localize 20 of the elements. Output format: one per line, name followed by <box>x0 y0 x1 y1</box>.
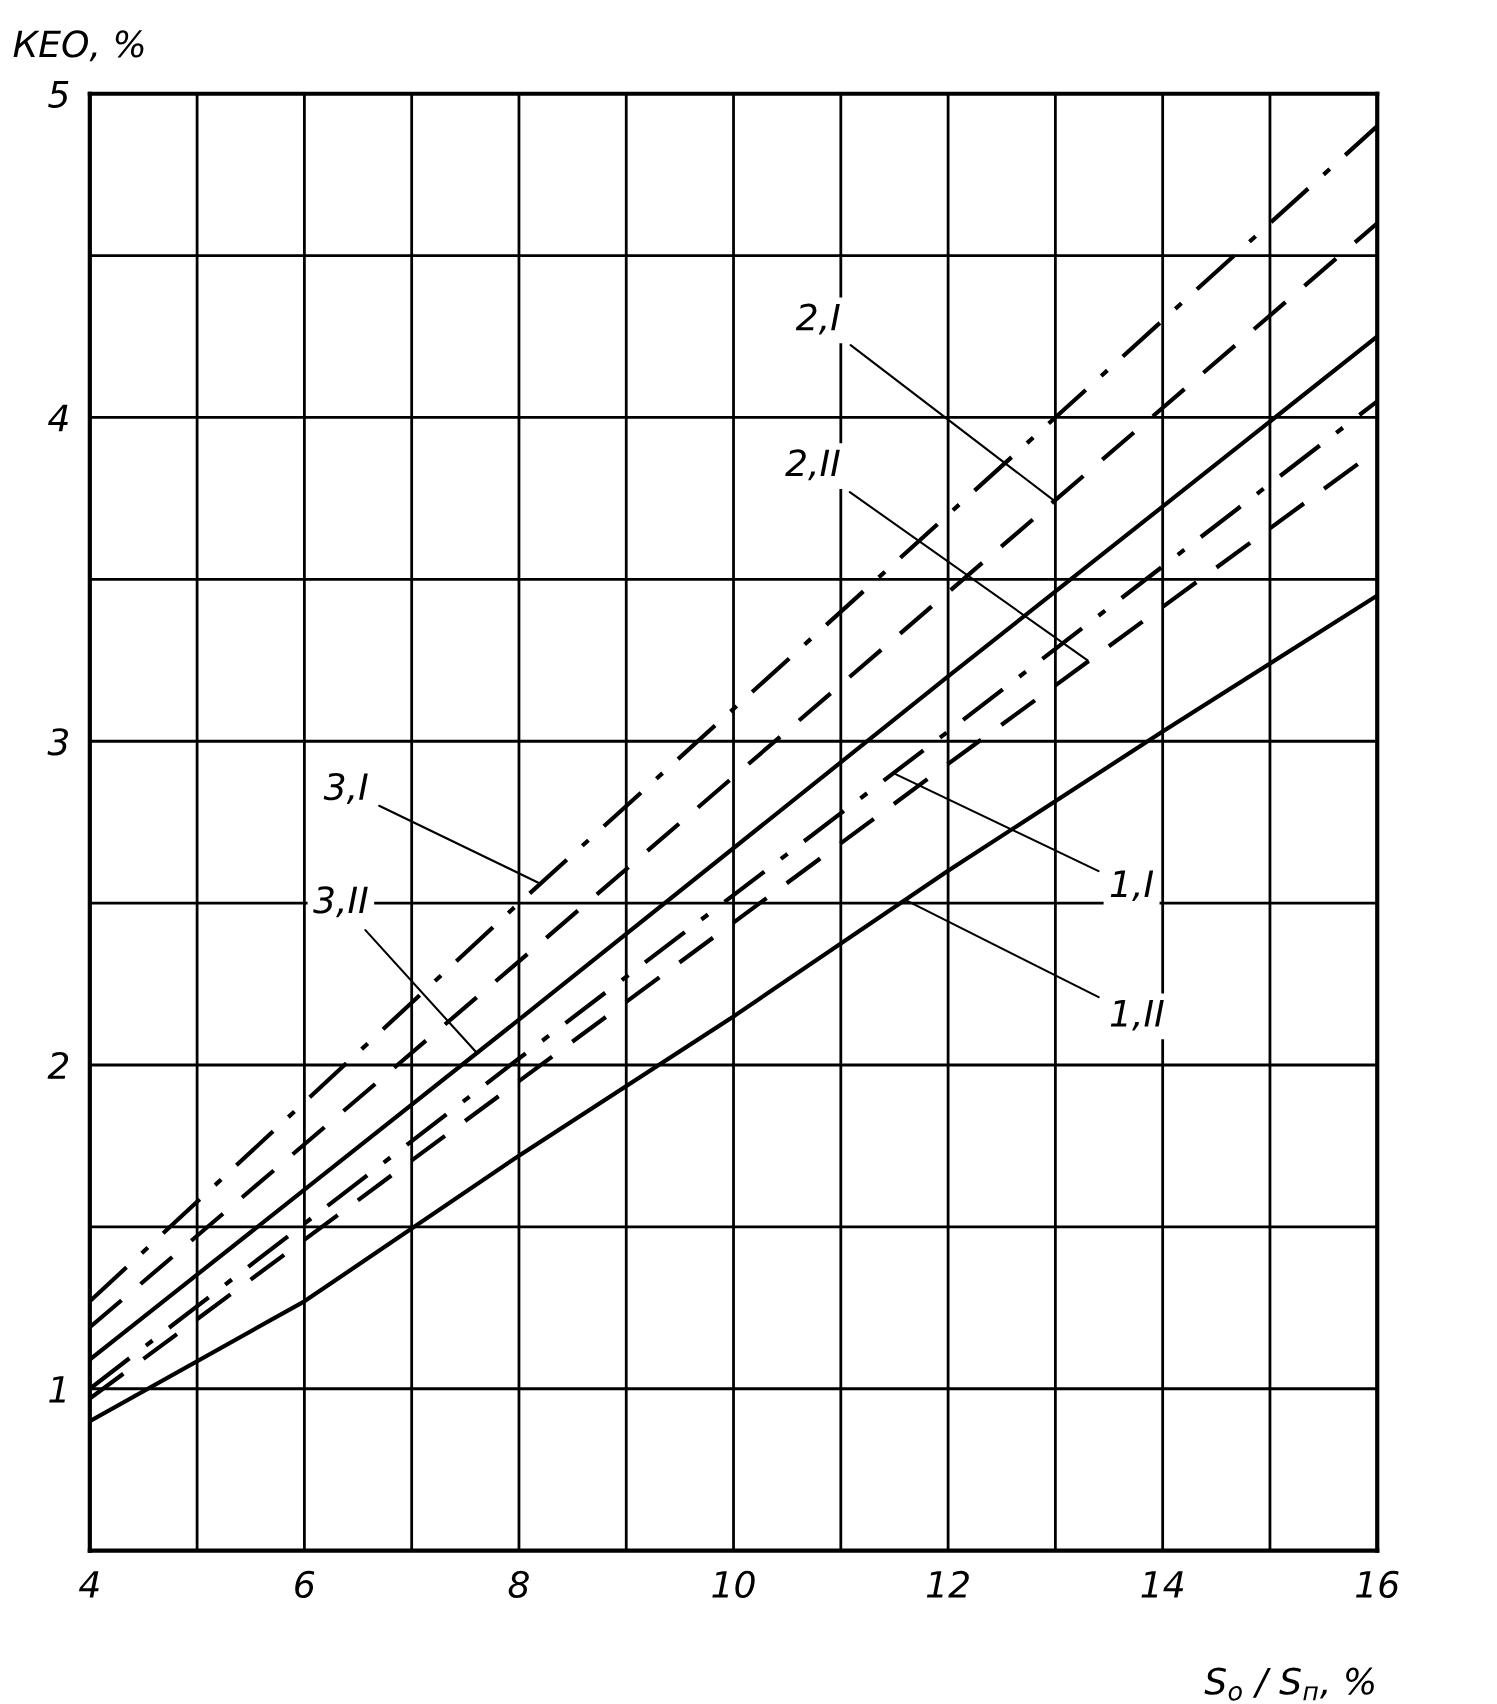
x-tick-label: 6 <box>295 1570 315 1599</box>
y-tick-label: 2 <box>47 1051 69 1079</box>
x-tick-label: 8 <box>508 1570 529 1599</box>
x-tick-label: 12 <box>926 1570 969 1598</box>
annotation: 1,II <box>1110 1000 1164 1031</box>
annotation: 2,I <box>795 303 840 335</box>
annotation: 3,I <box>323 772 368 804</box>
annotation: 1,I <box>1110 870 1154 902</box>
x-tick-label: 14 <box>1141 1571 1184 1598</box>
x-tick-label: 16 <box>1356 1570 1399 1599</box>
x-tick-label: 10 <box>712 1570 755 1599</box>
y-tick-label: 4 <box>48 404 68 432</box>
annotation: 3,II <box>313 886 368 918</box>
x-axis-title: S$_{о}$ / S$_{п}$, % <box>1204 1667 1374 1701</box>
x-tick-label: 4 <box>78 1571 99 1598</box>
y-tick-label: 1 <box>49 1376 65 1403</box>
y-axis-title: КЕО, % <box>13 30 144 62</box>
annotation: 2,II <box>785 449 840 481</box>
y-tick-label: 5 <box>48 81 69 108</box>
y-tick-label: 3 <box>47 728 69 756</box>
